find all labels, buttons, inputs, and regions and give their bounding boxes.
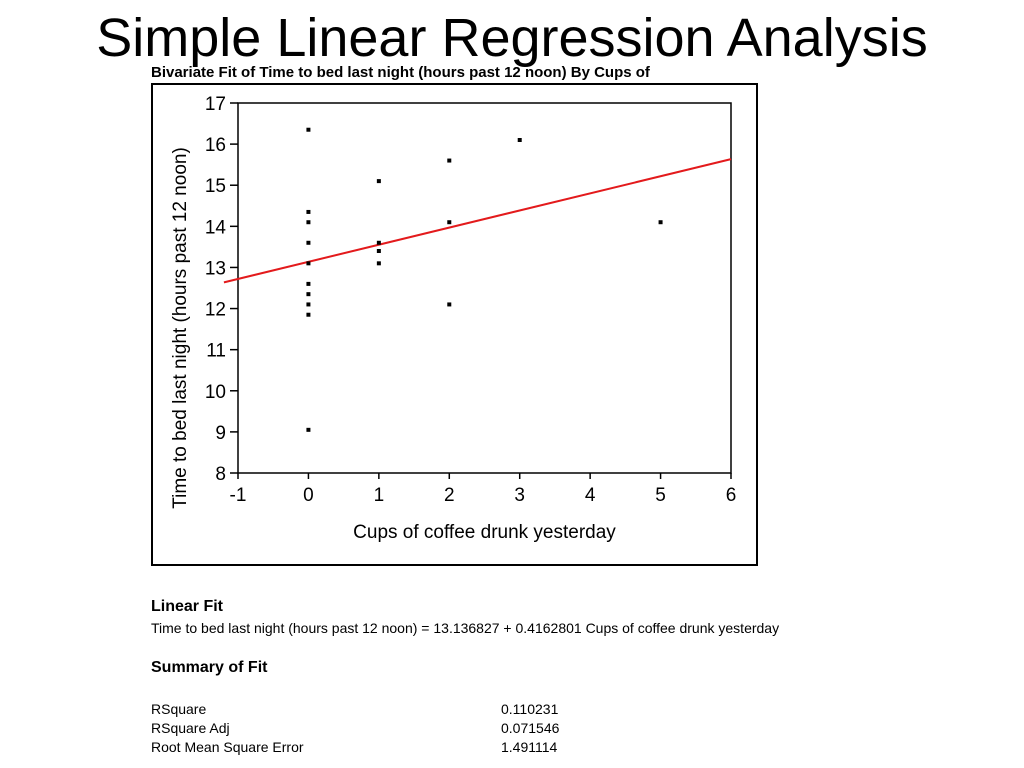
data-point (306, 127, 311, 132)
data-point (306, 302, 311, 307)
slide-title: Simple Linear Regression Analysis (96, 8, 928, 68)
data-point (517, 138, 522, 142)
data-point (658, 220, 663, 225)
bivariate-fit-heading: Bivariate Fit of Time to bed last night … (151, 64, 650, 81)
data-point (376, 249, 381, 253)
x-tick-label: 6 (726, 485, 737, 506)
summary-of-fit-title: Summary of Fit (151, 658, 267, 677)
data-point (306, 281, 311, 286)
chart-panel: -1 0 1 2 3 4 5 6 8 9 10 11 12 13 14 15 16 17 Cups of coffe… (151, 83, 758, 566)
data-point (306, 427, 311, 432)
stat-row: Root Mean Square Error 1.491114 (151, 738, 581, 757)
x-axis-label: Cups of coffee drunk yesterday (353, 522, 616, 543)
stat-label: RSquare (151, 701, 207, 717)
data-point (306, 312, 311, 317)
y-tick-label: 14 (205, 217, 227, 238)
stat-value: 0.071546 (501, 720, 560, 736)
x-tick-label: 1 (374, 485, 385, 506)
data-point (376, 179, 381, 184)
plot-area (237, 102, 732, 474)
linear-fit-title: Linear Fit (151, 597, 223, 616)
x-tick-label: 3 (514, 485, 525, 506)
y-tick-label: 13 (205, 258, 226, 279)
x-tick-label: 4 (585, 485, 596, 506)
linear-fit-equation: Time to bed last night (hours past 12 no… (151, 620, 780, 636)
data-point (306, 209, 311, 214)
y-tick-label: 11 (206, 341, 226, 362)
summary-of-fit-heading: Summary of Fit (151, 659, 268, 676)
data-point (447, 220, 452, 225)
x-tick-label: 5 (655, 485, 666, 506)
y-tick-label: 15 (205, 176, 226, 197)
summary-of-fit-table: RSquare 0.110231 RSquare Adj 0.071546 Ro… (151, 700, 581, 757)
x-tick-label: 0 (303, 485, 314, 506)
x-tick-label: -1 (230, 485, 247, 506)
fit-line (223, 158, 732, 284)
y-tick-label: 10 (205, 382, 226, 403)
x-tick-label: 2 (444, 485, 455, 506)
y-tick-label: 12 (205, 300, 226, 321)
stat-row: RSquare Adj 0.071546 (151, 719, 581, 738)
data-point (376, 261, 381, 266)
stat-value: 0.110231 (501, 701, 559, 717)
y-tick-label: 9 (215, 423, 226, 444)
data-point (306, 240, 311, 245)
stat-label: RSquare Adj (151, 720, 230, 736)
data-point (306, 292, 311, 297)
data-point (306, 261, 311, 266)
data-point (376, 240, 381, 245)
linear-fit-heading: Linear Fit (151, 598, 224, 615)
stat-label: Root Mean Square Error (151, 739, 304, 755)
stat-row: RSquare 0.110231 (151, 700, 581, 719)
y-axis-label: Time to bed last night (hours past 12 no… (170, 147, 191, 509)
y-tick-label: 16 (205, 135, 226, 156)
data-point (306, 220, 311, 225)
y-tick-label: 17 (205, 94, 226, 115)
data-point (447, 158, 452, 163)
data-point (447, 302, 452, 307)
stat-value: 1.491114 (501, 739, 558, 755)
y-tick-label: 8 (215, 464, 226, 485)
